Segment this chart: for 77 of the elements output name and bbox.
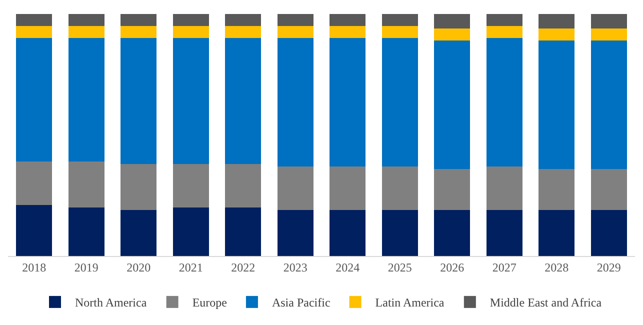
bar — [16, 205, 52, 256]
bar — [172, 208, 209, 256]
bar — [277, 14, 314, 26]
bar — [590, 168, 627, 210]
bar — [590, 210, 627, 256]
bar — [330, 26, 366, 38]
bar — [486, 26, 522, 38]
bar — [486, 210, 522, 256]
bar — [382, 14, 418, 26]
x-tick-label: 2025 — [388, 260, 412, 274]
bar — [382, 26, 418, 38]
x-tick-label: 2022 — [231, 260, 256, 274]
x-tick-label: 2027 — [492, 260, 516, 274]
x-tick-label: 2028 — [544, 260, 569, 274]
bar — [120, 14, 157, 26]
x-tick-label: 2019 — [74, 260, 98, 274]
x-tick-label: 2024 — [336, 260, 360, 274]
bar — [225, 38, 262, 164]
x-tick-label: 2029 — [596, 260, 621, 274]
bar — [538, 210, 575, 256]
bar — [68, 14, 104, 26]
bar — [120, 38, 157, 164]
bar — [16, 38, 52, 162]
bar — [434, 28, 470, 41]
bar — [330, 38, 366, 166]
bar — [68, 26, 104, 38]
x-tick-label: 2021 — [178, 260, 203, 274]
x-tick-label: 2018 — [22, 260, 46, 274]
bar — [486, 14, 522, 26]
bar — [590, 14, 627, 29]
legend-label: Europe — [192, 296, 227, 310]
bar — [68, 162, 104, 208]
bar — [120, 26, 157, 38]
bar — [225, 164, 262, 208]
bar — [277, 38, 314, 166]
bar — [330, 166, 366, 210]
bar — [172, 38, 209, 164]
legend-label: Asia Pacific — [272, 296, 330, 310]
bar — [16, 14, 52, 26]
bar — [434, 210, 470, 256]
bar — [382, 166, 418, 210]
legend-label: Middle East and Africa — [490, 296, 602, 310]
bar — [538, 168, 575, 210]
bar — [538, 14, 575, 29]
bar — [590, 28, 627, 41]
x-tick-label: 2026 — [440, 260, 464, 274]
bar — [68, 208, 104, 256]
x-tick-label: 2023 — [283, 260, 308, 274]
bar — [590, 40, 627, 169]
bar — [434, 168, 470, 210]
bar — [16, 26, 52, 38]
bar — [538, 40, 575, 169]
bar — [277, 166, 314, 210]
bar — [486, 166, 522, 210]
bar — [382, 38, 418, 166]
bar — [434, 14, 470, 29]
bar — [225, 26, 262, 38]
bar — [225, 14, 262, 26]
bar — [277, 210, 314, 256]
bar — [120, 164, 157, 210]
bar — [172, 14, 209, 26]
bar — [120, 210, 157, 256]
bar — [382, 210, 418, 256]
legend-label: Latin America — [375, 296, 445, 310]
bar — [225, 208, 262, 256]
bar — [172, 164, 209, 208]
bar — [68, 38, 104, 162]
bar — [277, 26, 314, 38]
legend-label: North America — [75, 296, 148, 310]
x-tick-label: 2020 — [126, 260, 151, 274]
bar — [434, 40, 470, 169]
bar — [16, 162, 52, 206]
bar — [330, 14, 366, 26]
bar — [172, 26, 209, 38]
bar — [330, 210, 366, 256]
bar — [538, 28, 575, 41]
bar — [486, 38, 522, 166]
